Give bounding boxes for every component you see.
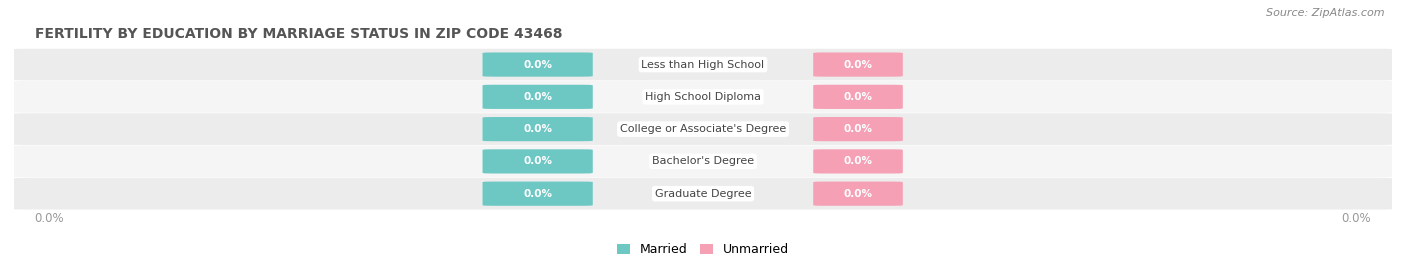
Text: 0.0%: 0.0% bbox=[35, 213, 65, 225]
Text: 0.0%: 0.0% bbox=[523, 92, 553, 102]
Text: FERTILITY BY EDUCATION BY MARRIAGE STATUS IN ZIP CODE 43468: FERTILITY BY EDUCATION BY MARRIAGE STATU… bbox=[35, 27, 562, 41]
FancyBboxPatch shape bbox=[7, 178, 1399, 210]
Text: 0.0%: 0.0% bbox=[523, 124, 553, 134]
FancyBboxPatch shape bbox=[813, 85, 903, 109]
Text: 0.0%: 0.0% bbox=[523, 59, 553, 70]
Text: 0.0%: 0.0% bbox=[844, 156, 873, 167]
Text: College or Associate's Degree: College or Associate's Degree bbox=[620, 124, 786, 134]
Text: Bachelor's Degree: Bachelor's Degree bbox=[652, 156, 754, 167]
FancyBboxPatch shape bbox=[7, 146, 1399, 177]
FancyBboxPatch shape bbox=[482, 52, 593, 77]
FancyBboxPatch shape bbox=[813, 182, 903, 206]
FancyBboxPatch shape bbox=[813, 117, 903, 141]
FancyBboxPatch shape bbox=[7, 49, 1399, 80]
Text: Source: ZipAtlas.com: Source: ZipAtlas.com bbox=[1267, 8, 1385, 18]
Text: Less than High School: Less than High School bbox=[641, 59, 765, 70]
Text: 0.0%: 0.0% bbox=[844, 59, 873, 70]
FancyBboxPatch shape bbox=[482, 149, 593, 174]
Text: High School Diploma: High School Diploma bbox=[645, 92, 761, 102]
FancyBboxPatch shape bbox=[482, 85, 593, 109]
Text: 0.0%: 0.0% bbox=[844, 124, 873, 134]
FancyBboxPatch shape bbox=[482, 182, 593, 206]
Legend: Married, Unmarried: Married, Unmarried bbox=[612, 238, 794, 261]
FancyBboxPatch shape bbox=[482, 117, 593, 141]
Text: 0.0%: 0.0% bbox=[523, 189, 553, 199]
FancyBboxPatch shape bbox=[7, 81, 1399, 113]
Text: 0.0%: 0.0% bbox=[523, 156, 553, 167]
FancyBboxPatch shape bbox=[813, 149, 903, 174]
FancyBboxPatch shape bbox=[7, 113, 1399, 145]
Text: 0.0%: 0.0% bbox=[844, 92, 873, 102]
Text: Graduate Degree: Graduate Degree bbox=[655, 189, 751, 199]
FancyBboxPatch shape bbox=[813, 52, 903, 77]
Text: 0.0%: 0.0% bbox=[1341, 213, 1371, 225]
Text: 0.0%: 0.0% bbox=[844, 189, 873, 199]
